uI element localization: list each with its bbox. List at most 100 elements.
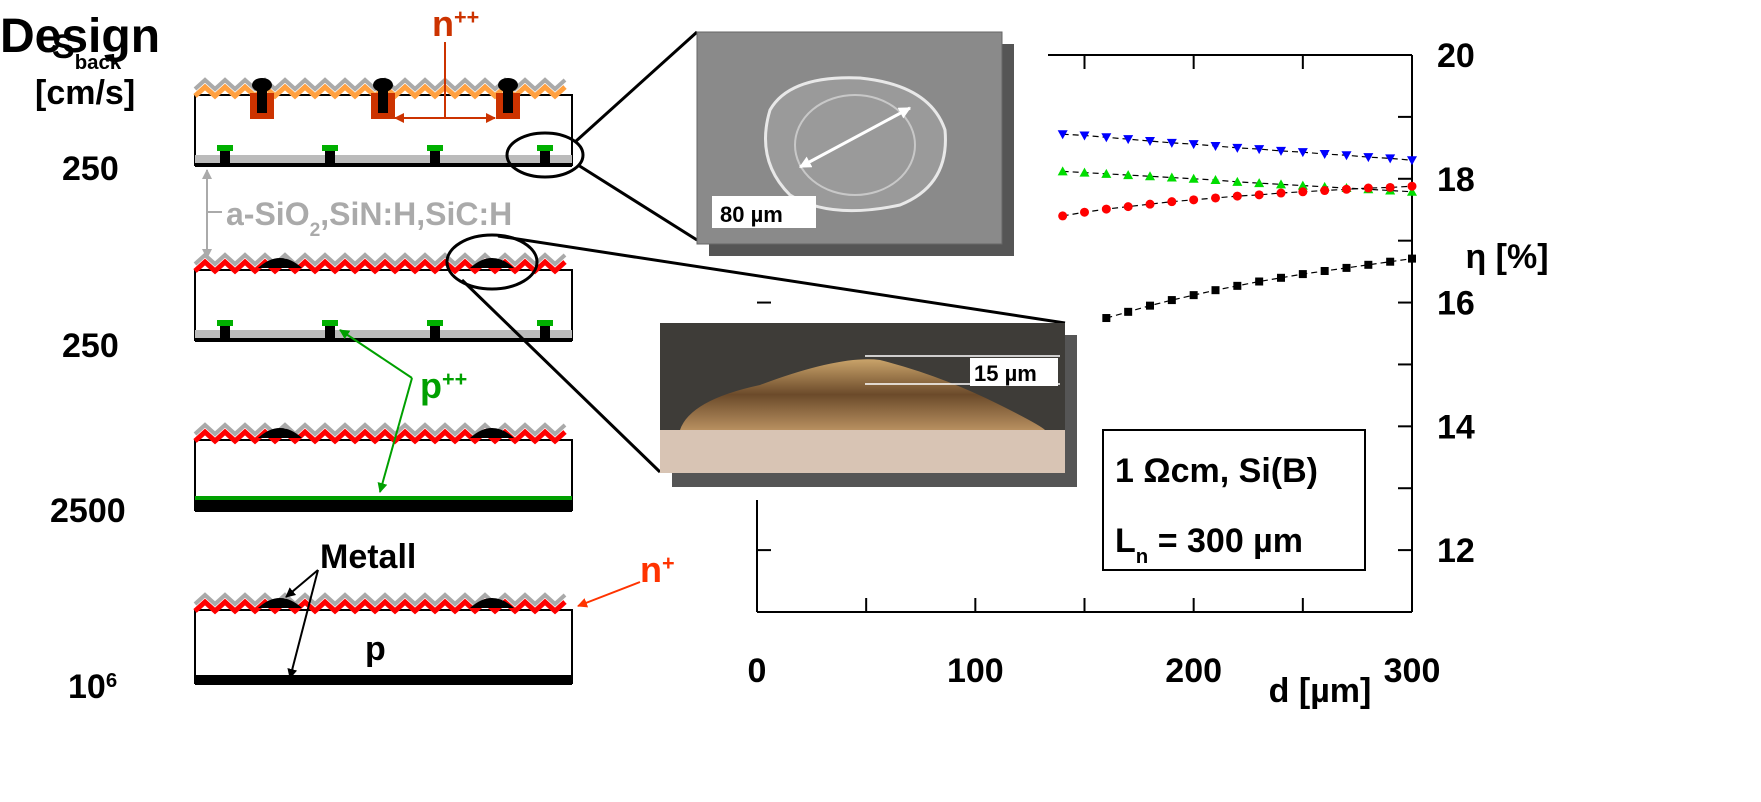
marker bbox=[1146, 200, 1155, 209]
p-plus-plus-contact bbox=[427, 145, 443, 151]
p-plus-plus-contact bbox=[217, 145, 233, 151]
marker bbox=[1255, 190, 1264, 199]
marker bbox=[1364, 184, 1373, 193]
x-tick-label: 300 bbox=[1384, 652, 1441, 690]
base-label-part: p bbox=[365, 630, 386, 668]
annotation-part: L bbox=[1115, 522, 1136, 560]
n-plus-label-part: n bbox=[640, 549, 662, 590]
passivation-label-part: 2 bbox=[310, 220, 321, 241]
rear-contact bbox=[325, 151, 335, 165]
marker bbox=[1123, 135, 1133, 144]
marker bbox=[1386, 183, 1395, 192]
rear-metal bbox=[195, 163, 572, 167]
marker bbox=[1277, 189, 1286, 198]
marker bbox=[1058, 211, 1067, 220]
marker bbox=[1232, 144, 1242, 153]
n-plus-plus-label: n++ bbox=[432, 3, 479, 44]
rear-contact bbox=[430, 151, 440, 165]
marker bbox=[1167, 197, 1176, 206]
x-tick-label: 0 bbox=[748, 652, 767, 690]
marker bbox=[1408, 182, 1417, 191]
rear-contact bbox=[430, 326, 440, 340]
marker bbox=[1146, 302, 1154, 310]
p-plus-plus-contact bbox=[537, 145, 553, 151]
marker bbox=[1342, 151, 1352, 160]
p-plus-plus-contact bbox=[322, 145, 338, 151]
marker bbox=[1211, 175, 1221, 184]
marker bbox=[1233, 282, 1241, 290]
p-plus-plus-contact bbox=[537, 320, 553, 326]
annotation-part: 1 Ωcm, Si(B) bbox=[1115, 452, 1318, 490]
marker bbox=[1080, 208, 1089, 217]
zoom-line bbox=[575, 32, 697, 142]
figure: DesignSback[cm/s]2502502500106n++a-SiO2,… bbox=[0, 0, 1761, 802]
marker bbox=[1124, 202, 1133, 211]
n-plus-label-part: + bbox=[662, 550, 675, 575]
marker bbox=[1189, 195, 1198, 204]
substrate bbox=[660, 430, 1065, 473]
passivation-layer bbox=[195, 255, 565, 264]
marker bbox=[1320, 150, 1330, 159]
y-tick-label: 14 bbox=[1437, 408, 1475, 446]
marker bbox=[1299, 270, 1307, 278]
s-value-part: 2500 bbox=[50, 492, 126, 530]
rear-metal bbox=[195, 675, 572, 685]
marker bbox=[1386, 258, 1394, 266]
groove-metal bbox=[503, 89, 513, 113]
marker bbox=[1320, 186, 1329, 195]
marker bbox=[1102, 314, 1110, 322]
y-tick-label: 18 bbox=[1437, 161, 1475, 199]
marker bbox=[1212, 286, 1220, 294]
marker bbox=[1408, 255, 1416, 263]
marker bbox=[1101, 133, 1111, 142]
cell-body bbox=[195, 270, 572, 340]
n-plus-label: n+ bbox=[640, 549, 675, 590]
rear-passivation bbox=[195, 155, 572, 163]
s-value: 250 bbox=[62, 150, 119, 188]
rear-contact bbox=[540, 326, 550, 340]
x-axis-title: d [µm] bbox=[1269, 672, 1372, 710]
groove-metal-cap bbox=[498, 78, 518, 92]
fit-line bbox=[1063, 186, 1412, 216]
s-label-part: back bbox=[75, 52, 122, 74]
s-value-part: 250 bbox=[62, 327, 119, 365]
p-plus-plus-label-part: ++ bbox=[442, 366, 467, 391]
scale-label: 80 µm bbox=[720, 202, 783, 227]
marker bbox=[1233, 192, 1242, 201]
marker bbox=[1168, 296, 1176, 304]
page: { "header": {"title": "Design"}, "diagra… bbox=[0, 0, 1761, 802]
x-tick-label: 100 bbox=[947, 652, 1004, 690]
marker bbox=[1364, 261, 1372, 269]
s-value-part: 6 bbox=[106, 670, 117, 692]
marker bbox=[1277, 274, 1285, 282]
metal-label-part: Metall bbox=[320, 538, 416, 576]
passivation-layer bbox=[195, 425, 565, 434]
s-value: 106 bbox=[68, 668, 117, 706]
passivation-label-part: ,SiN:H,SiC:H bbox=[320, 196, 512, 232]
rear-contact bbox=[540, 151, 550, 165]
p-plus-plus-label: p++ bbox=[420, 365, 467, 406]
s-unit-part: [cm/s] bbox=[35, 74, 135, 112]
n-plus-plus-label-part: n bbox=[432, 3, 454, 44]
annotation: 1 Ωcm, Si(B) bbox=[1115, 452, 1318, 490]
rear-contact bbox=[220, 326, 230, 340]
rear-contact bbox=[220, 151, 230, 165]
marker bbox=[1189, 174, 1199, 183]
marker bbox=[1255, 278, 1263, 286]
x-tick-label: 200 bbox=[1165, 652, 1222, 690]
p-plus-plus-contact bbox=[427, 320, 443, 326]
marker bbox=[1190, 291, 1198, 299]
marker bbox=[1058, 166, 1068, 175]
groove-metal-cap bbox=[252, 78, 272, 92]
s-label-part: S bbox=[52, 28, 75, 66]
marker bbox=[1342, 185, 1351, 194]
p-plus-plus-contact bbox=[217, 320, 233, 326]
rear-metal bbox=[195, 500, 572, 512]
annotation-part: n bbox=[1136, 546, 1148, 568]
pointer-arrow bbox=[286, 570, 318, 597]
passivation-layer bbox=[195, 595, 565, 604]
marker bbox=[1343, 264, 1351, 272]
rear-metal bbox=[195, 338, 572, 342]
marker bbox=[1211, 142, 1221, 151]
bsf-layer bbox=[195, 496, 572, 500]
